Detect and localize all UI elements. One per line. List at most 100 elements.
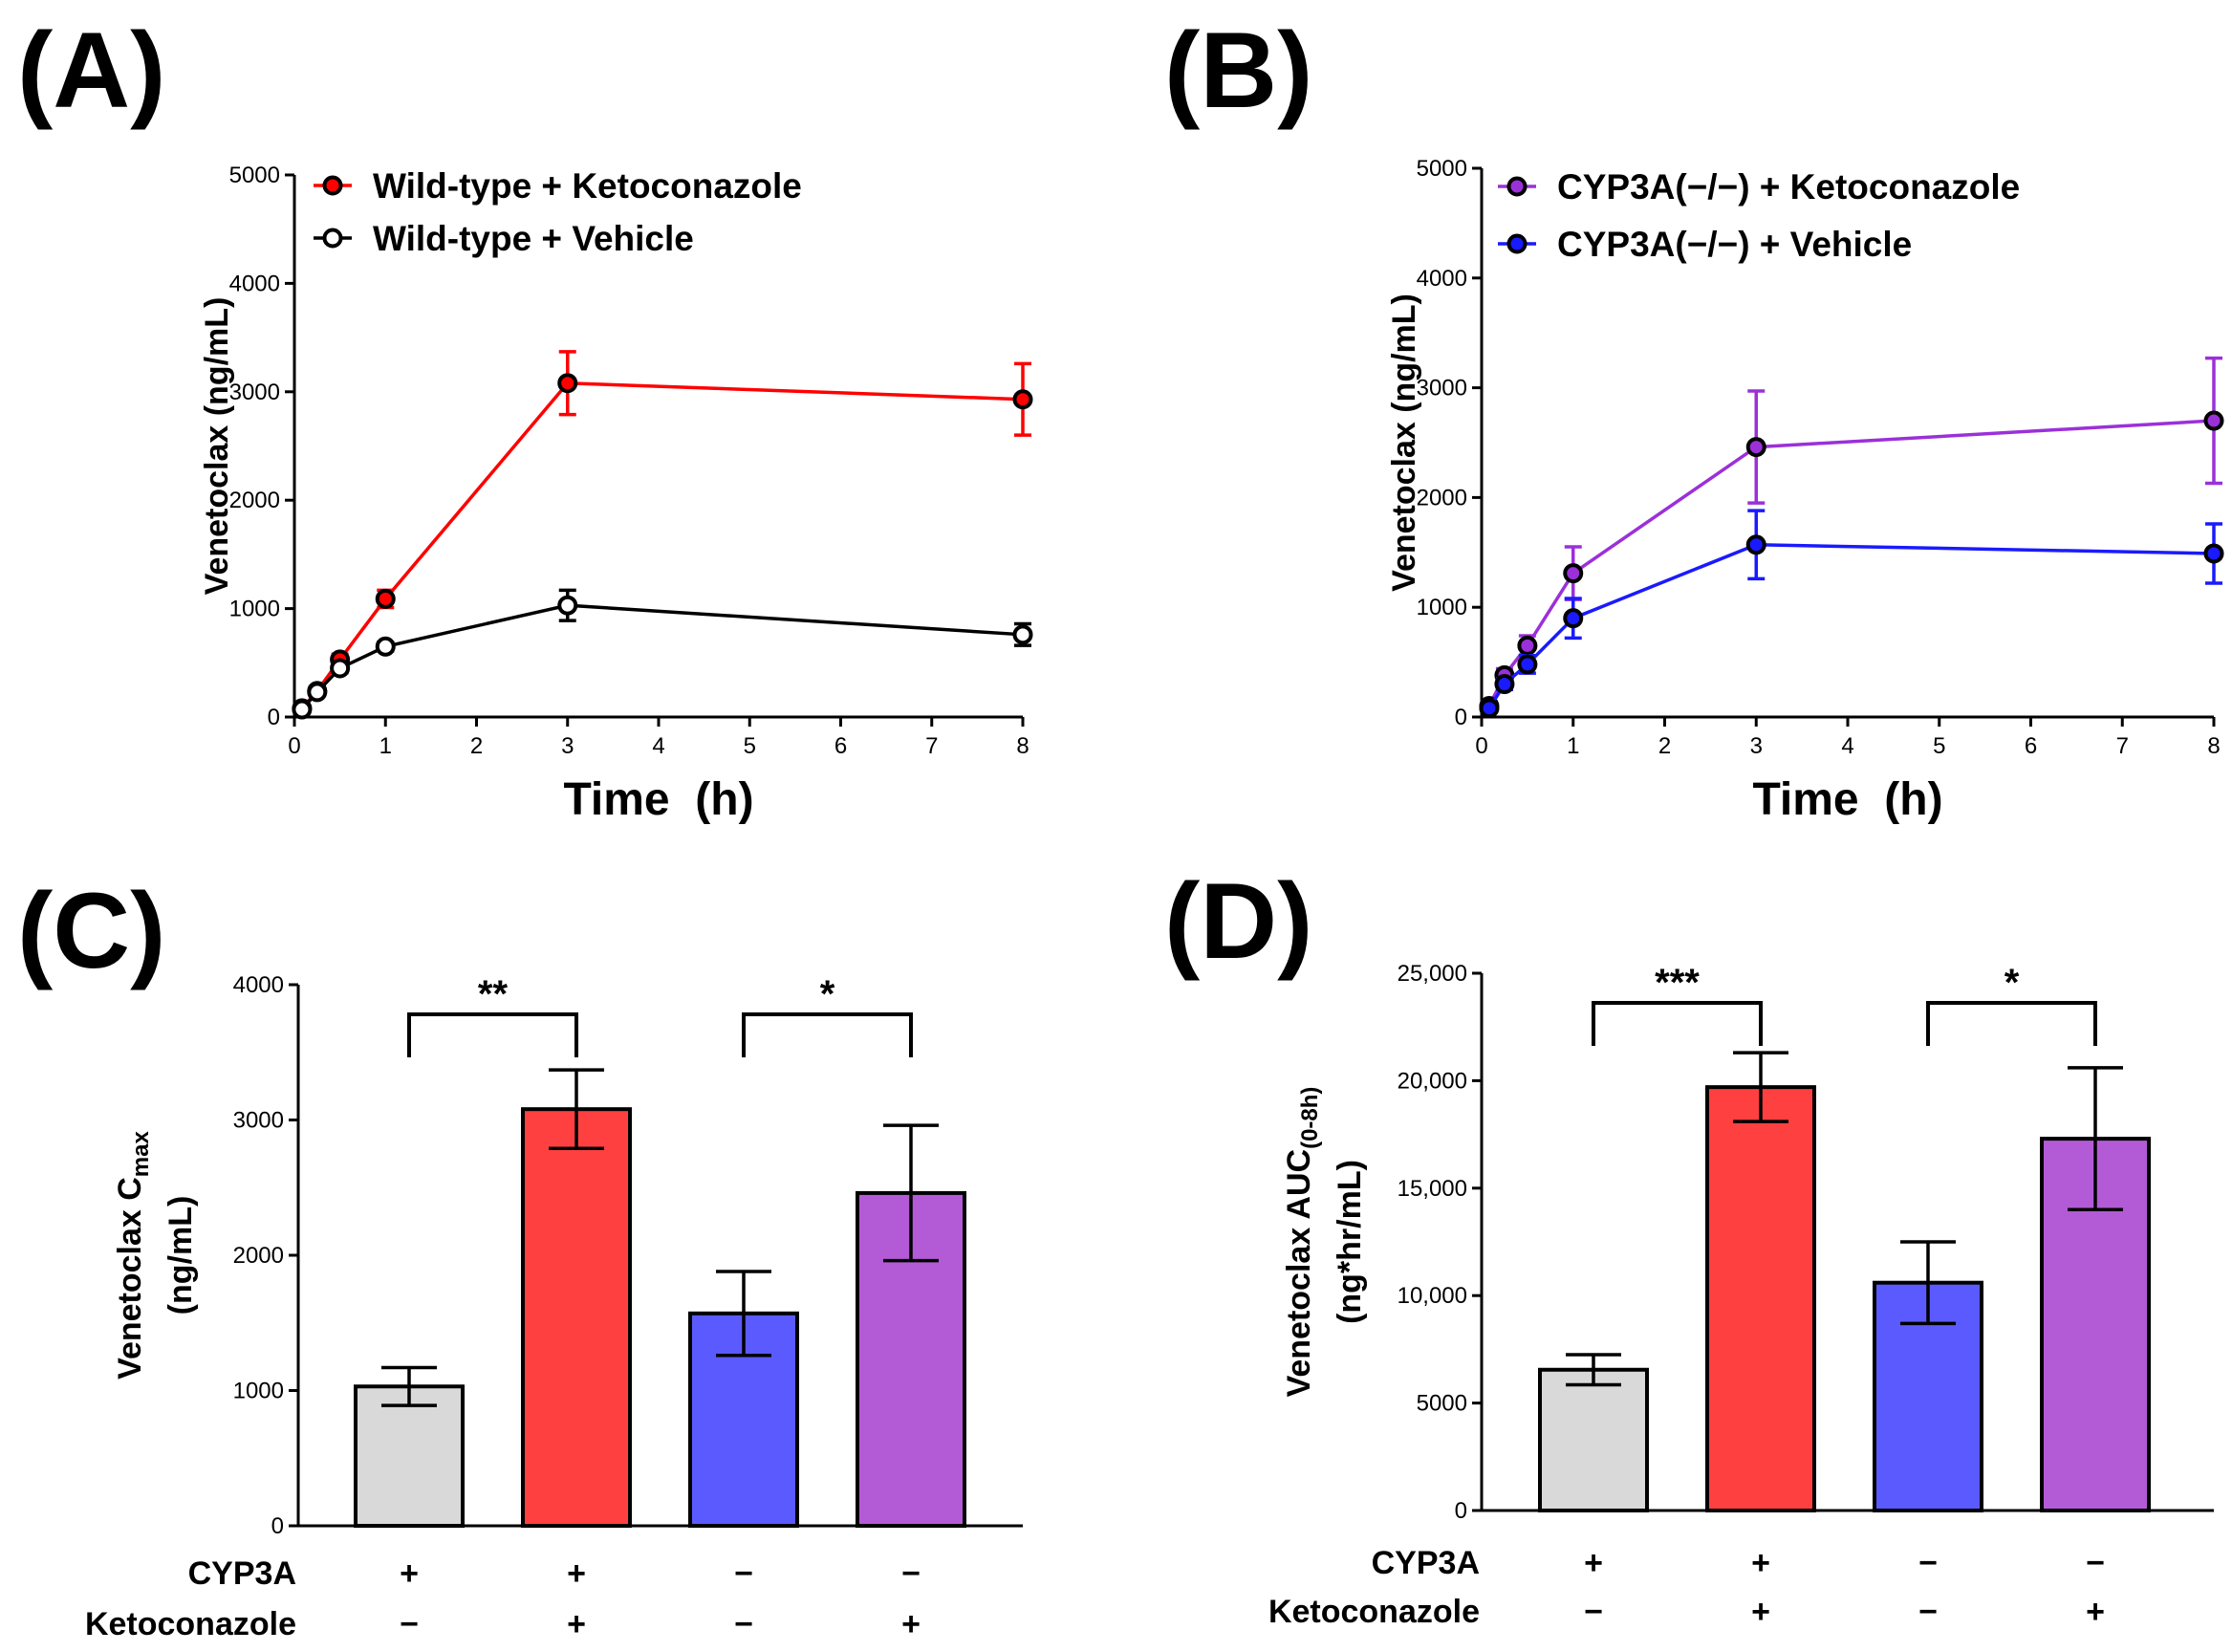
panel-label-d: (D): [1164, 861, 1312, 981]
y-tick-label: 3000: [229, 380, 280, 405]
ketoconazole-sign: −: [1584, 1594, 1603, 1630]
series-line: [300, 380, 1024, 710]
ketoconazole-sign: −: [1918, 1594, 1938, 1630]
x-tick-label: 0: [1475, 733, 1487, 759]
y-tick-label: 4000: [229, 271, 280, 296]
row-label-cyp3a: CYP3A: [188, 1555, 296, 1592]
panel-label-a: (A): [17, 11, 165, 130]
error-bar: [883, 1123, 939, 1263]
x-tick-label: 2: [1658, 733, 1671, 759]
error-bar: [2068, 1066, 2123, 1212]
data-point: [375, 636, 396, 657]
data-point: [1012, 389, 1033, 410]
panel-label-c: (C): [17, 871, 165, 990]
data-point: [1479, 698, 1500, 719]
ketoconazole-sign: +: [2086, 1594, 2105, 1630]
significance-label: ***: [1655, 962, 1700, 1004]
y-tick-label: 15,000: [1398, 1176, 1467, 1202]
x-tick-label: 4: [1841, 733, 1853, 759]
bracket-line: [407, 1012, 578, 1057]
chart-d: 0 5000 10,000 15,000 20,000 25,000 Venetoclax …: [1268, 961, 2214, 1630]
y-tick-label: 2000: [229, 488, 280, 513]
legend-marker: [322, 175, 343, 196]
y-axis-title-line2: (ng*hr/mL): [1332, 1160, 1368, 1324]
bar: [521, 1107, 632, 1529]
y-tick-label: 10,000: [1398, 1283, 1467, 1309]
data-point: [1745, 534, 1766, 555]
error-bar: [716, 1270, 771, 1358]
ketoconazole-sign: −: [400, 1606, 419, 1642]
data-point: [307, 682, 328, 703]
ketoconazole-sign: +: [567, 1606, 586, 1642]
data-point: [557, 373, 578, 394]
bar: [1705, 1085, 1816, 1513]
x-axis-title: Time (h): [563, 774, 753, 825]
data-point: [1494, 674, 1515, 695]
x-tick-label: 0: [288, 733, 300, 759]
x-tick-label: 6: [834, 733, 847, 759]
y-axis-title: Venetoclax (ng/mL): [199, 297, 235, 596]
y-axis-title-main: Venetoclax C: [112, 1177, 148, 1380]
y-tick-label: 0: [268, 705, 280, 730]
row-label-ketoconazole: Ketoconazole: [1268, 1594, 1480, 1630]
x-tick-label: 2: [470, 733, 483, 759]
cyp3a-sign: +: [400, 1555, 419, 1592]
data-point: [1563, 608, 1584, 629]
significance-bracket: *: [1926, 962, 2097, 1046]
x-tick-label: 6: [2025, 733, 2037, 759]
legend-entry: CYP3A(−/−) + Vehicle: [1498, 225, 1912, 264]
y-axis-title: Venetoclax Cmax: [112, 1131, 154, 1380]
data-point: [2203, 410, 2224, 431]
x-tick-label: 8: [2207, 733, 2220, 759]
series-line: [300, 603, 1024, 711]
significance-label: *: [820, 973, 835, 1015]
legend-label: CYP3A(−/−) + Ketoconazole: [1557, 167, 2020, 206]
bracket-line: [1592, 1001, 1763, 1046]
x-tick-label: 5: [1933, 733, 1945, 759]
series-line: [1487, 419, 2215, 707]
y-tick-label: 5000: [229, 163, 280, 188]
x-tick-label: 4: [652, 733, 664, 759]
data-point: [1517, 654, 1538, 675]
y-tick-label: 5000: [1417, 1391, 1467, 1417]
y-axis-title-main: Venetoclax AUC: [1281, 1149, 1317, 1398]
cyp3a-sign: +: [1751, 1545, 1770, 1581]
x-tick-label: 5: [744, 733, 756, 759]
significance-bracket: *: [742, 973, 913, 1057]
significance-label: **: [478, 973, 509, 1015]
panel-label-b: (B): [1164, 11, 1312, 130]
x-tick-label: 8: [1016, 733, 1029, 759]
error-bar: [549, 1068, 604, 1150]
y-tick-label: 1000: [233, 1379, 284, 1404]
data-point: [1517, 635, 1538, 656]
x-tick-label: 1: [379, 733, 392, 759]
y-axis-title-line2: (ng/mL): [163, 1196, 199, 1315]
y-tick-label: 0: [271, 1513, 284, 1539]
ketoconazole-sign: −: [734, 1606, 753, 1642]
row-label-ketoconazole: Ketoconazole: [85, 1606, 296, 1642]
legend-entry: Wild-type + Ketoconazole: [314, 166, 802, 206]
y-tick-label: 1000: [229, 597, 280, 622]
y-tick-label: 0: [1455, 1498, 1467, 1524]
legend-entry: CYP3A(−/−) + Ketoconazole: [1498, 167, 2020, 206]
ketoconazole-sign: +: [901, 1606, 921, 1642]
bar: [354, 1384, 465, 1528]
legend-marker: [1506, 176, 1528, 197]
bracket-line: [1926, 1001, 2097, 1046]
data-point: [330, 658, 351, 679]
x-tick-label: 7: [2116, 733, 2129, 759]
y-tick-label: 2000: [233, 1243, 284, 1269]
significance-bracket: ***: [1592, 962, 1763, 1046]
legend-label: CYP3A(−/−) + Vehicle: [1557, 225, 1912, 264]
y-axis-title: Venetoclax (ng/mL): [1386, 293, 1422, 592]
y-tick-label: 0: [1455, 705, 1467, 730]
ketoconazole-sign: +: [1751, 1594, 1770, 1630]
chart-b: 0 1000 2000 3000 4000 5000 0 1 2 3 4 5 6 7 8 Time (h) Ve…: [1386, 156, 2224, 825]
row-label-cyp3a: CYP3A: [1372, 1545, 1480, 1581]
y-tick-label: 2000: [1417, 485, 1467, 511]
cyp3a-sign: −: [2086, 1545, 2105, 1581]
bar: [1538, 1367, 1649, 1512]
bracket-line: [742, 1012, 913, 1057]
